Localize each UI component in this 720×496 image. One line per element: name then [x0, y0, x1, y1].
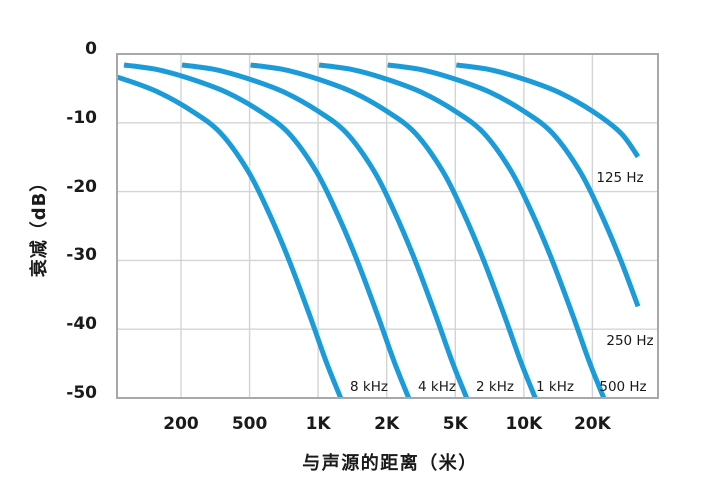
- y-tick-label: 0: [85, 39, 97, 59]
- y-tick-label: -40: [66, 314, 97, 335]
- curve-label: 2 kHz: [476, 379, 514, 395]
- curve-label: 500 Hz: [599, 379, 647, 395]
- x-tick-label: 200: [163, 414, 199, 434]
- curve-label: 4 kHz: [418, 379, 456, 395]
- curve-label: 125 Hz: [596, 170, 644, 186]
- x-tick-label: 500: [231, 414, 268, 434]
- y-tick-label: -50: [66, 383, 97, 403]
- y-tick-label: -10: [66, 107, 97, 128]
- y-tick-label: -30: [66, 245, 97, 266]
- x-tick-label: 20K: [573, 414, 611, 434]
- x-axis-title: 与声源的距离（米）: [302, 453, 478, 474]
- x-tick-label: 5K: [442, 414, 468, 434]
- x-tick-label: 1K: [305, 414, 331, 434]
- curve-label: 250 Hz: [606, 333, 654, 349]
- x-tick-label: 10K: [505, 414, 543, 434]
- curve-label: 8 kHz: [350, 379, 388, 395]
- y-tick-label: -20: [66, 176, 97, 197]
- x-tick-label: 2K: [374, 414, 400, 434]
- curve-label: 1 kHz: [536, 379, 574, 395]
